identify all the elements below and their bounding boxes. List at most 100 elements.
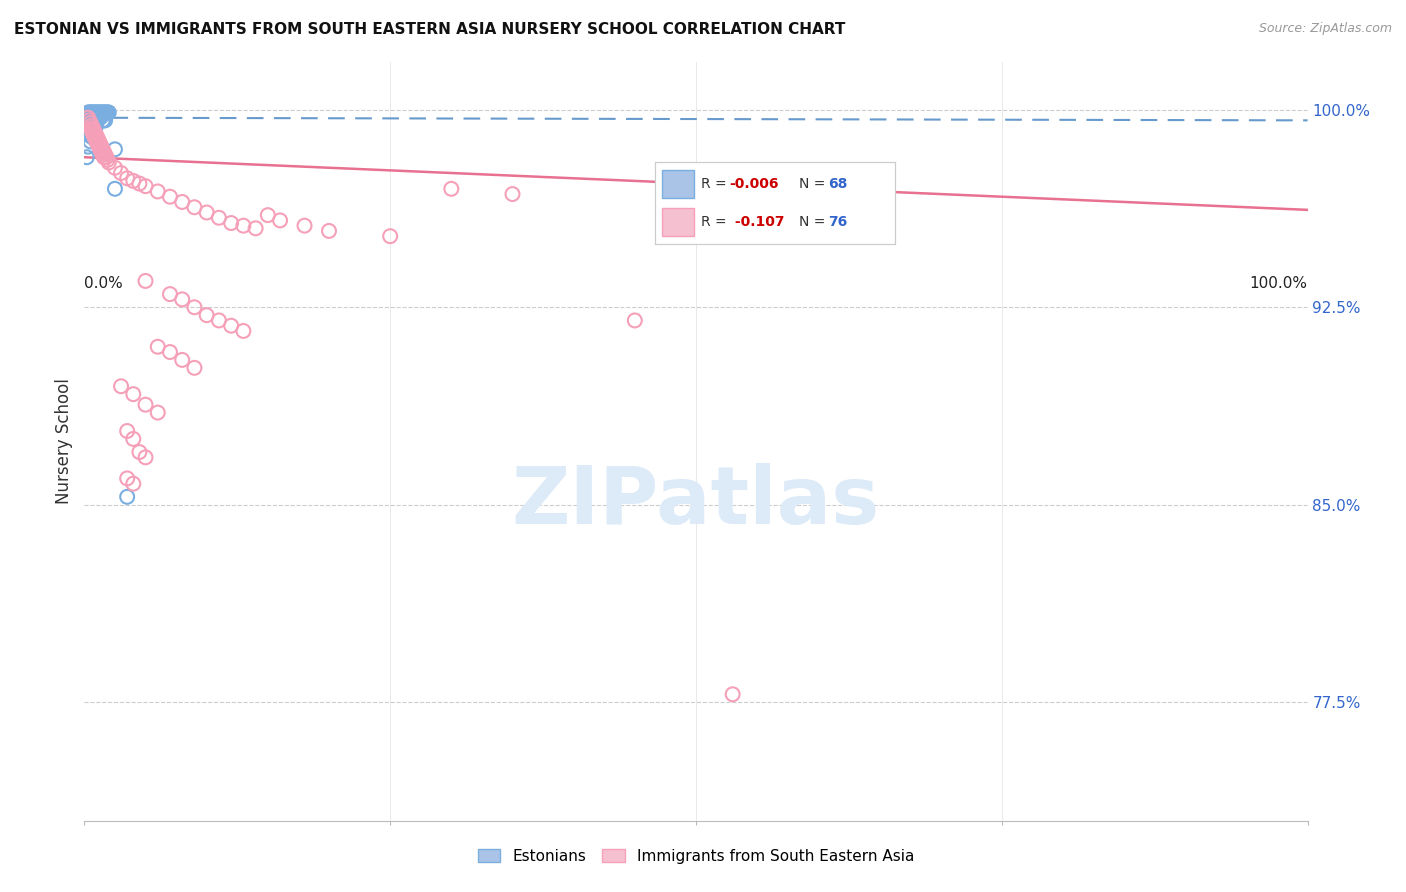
Point	[94, 113, 117, 128]
Point	[87, 139, 110, 153]
Point	[90, 145, 112, 159]
FancyBboxPatch shape	[662, 208, 693, 236]
Point	[80, 108, 103, 122]
Point	[110, 379, 132, 393]
Point	[159, 345, 181, 359]
Point	[77, 105, 100, 120]
Point	[115, 471, 138, 485]
Point	[294, 219, 316, 233]
Point	[94, 147, 117, 161]
Point	[104, 182, 127, 196]
Point	[80, 124, 103, 138]
Point	[79, 113, 101, 128]
Point	[122, 387, 145, 401]
Point	[146, 340, 169, 354]
Point	[80, 119, 103, 133]
Point	[97, 105, 120, 120]
Point	[122, 476, 145, 491]
Point	[87, 105, 110, 120]
Point	[87, 135, 110, 149]
Text: 0.0%: 0.0%	[84, 277, 124, 292]
Point	[135, 398, 157, 412]
Text: R =: R =	[700, 178, 731, 191]
Point	[77, 105, 100, 120]
Point	[208, 313, 231, 327]
Point	[84, 121, 107, 136]
Point	[115, 171, 138, 186]
Point	[135, 179, 157, 194]
Point	[82, 124, 104, 138]
Point	[84, 105, 107, 120]
Point	[91, 142, 114, 156]
Point	[79, 116, 101, 130]
Point	[84, 108, 107, 122]
Point	[87, 111, 110, 125]
Point	[87, 105, 110, 120]
Text: N =: N =	[799, 178, 830, 191]
Point	[77, 113, 100, 128]
Point	[380, 229, 402, 244]
Point	[79, 121, 101, 136]
Point	[91, 113, 114, 128]
Point	[79, 105, 101, 120]
Point	[91, 108, 114, 122]
Point	[86, 135, 108, 149]
Point	[82, 119, 104, 133]
Point	[83, 129, 105, 144]
Point	[219, 318, 242, 333]
Point	[146, 406, 169, 420]
Point	[232, 219, 254, 233]
Point	[89, 136, 111, 151]
Point	[83, 132, 105, 146]
Point	[87, 132, 110, 146]
Point	[96, 105, 118, 120]
Point	[86, 116, 108, 130]
Point	[195, 205, 218, 219]
Text: ESTONIAN VS IMMIGRANTS FROM SOUTH EASTERN ASIA NURSERY SCHOOL CORRELATION CHART: ESTONIAN VS IMMIGRANTS FROM SOUTH EASTER…	[14, 22, 845, 37]
Point	[97, 155, 120, 169]
Point	[80, 129, 103, 144]
Point	[93, 150, 115, 164]
Point	[79, 124, 101, 138]
Point	[84, 132, 107, 146]
Point	[104, 142, 127, 156]
Point	[93, 113, 115, 128]
Point	[232, 324, 254, 338]
Point	[128, 445, 150, 459]
Text: Source: ZipAtlas.com: Source: ZipAtlas.com	[1258, 22, 1392, 36]
Point	[440, 182, 463, 196]
Point	[115, 424, 138, 438]
Point	[80, 105, 103, 120]
Point	[104, 161, 127, 175]
Point	[86, 105, 108, 120]
Point	[135, 274, 157, 288]
Point	[269, 213, 291, 227]
Point	[82, 116, 104, 130]
Legend: Estonians, Immigrants from South Eastern Asia: Estonians, Immigrants from South Eastern…	[471, 843, 921, 870]
Point	[83, 119, 105, 133]
Text: -0.006: -0.006	[730, 178, 779, 191]
Point	[183, 200, 205, 214]
Point	[83, 124, 105, 138]
Text: -0.107: -0.107	[730, 215, 785, 229]
Point	[79, 108, 101, 122]
Point	[146, 185, 169, 199]
Point	[79, 135, 101, 149]
Point	[172, 293, 194, 307]
Point	[80, 121, 103, 136]
Point	[172, 353, 194, 368]
Point	[89, 111, 111, 125]
Point	[82, 127, 104, 141]
Point	[83, 105, 105, 120]
Point	[76, 150, 98, 164]
Point	[183, 300, 205, 314]
Point	[83, 116, 105, 130]
Point	[79, 121, 101, 136]
Point	[86, 135, 108, 149]
Point	[82, 121, 104, 136]
Point	[87, 108, 110, 122]
Point	[94, 105, 117, 120]
Point	[97, 105, 120, 120]
Point	[86, 129, 108, 144]
Point	[87, 108, 110, 122]
